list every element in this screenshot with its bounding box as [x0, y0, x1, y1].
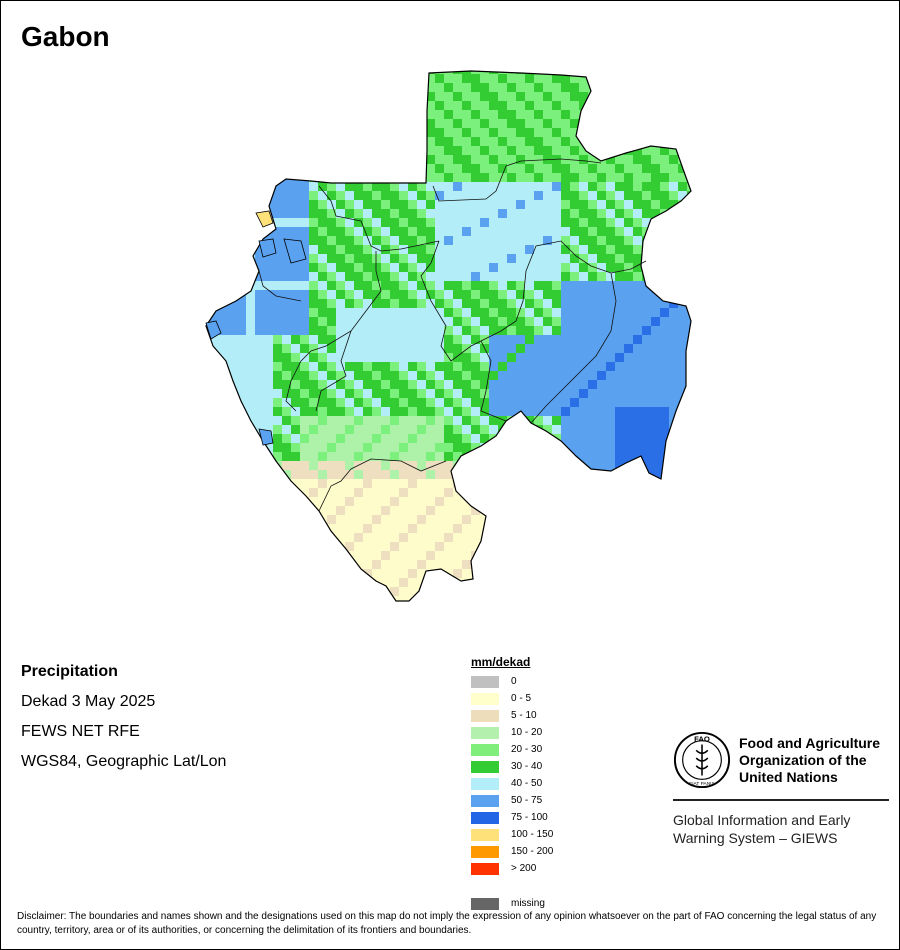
legend-label: 0 - 5	[511, 693, 532, 704]
legend-label-missing: missing	[511, 898, 545, 909]
fao-name-line-2: Organization of the	[739, 751, 867, 768]
legend-label: 75 - 100	[511, 812, 548, 823]
legend-swatch	[471, 794, 499, 807]
legend-label: 40 - 50	[511, 778, 543, 789]
fao-logo-icon: FAO FIAT PANIS	[673, 731, 731, 789]
legend-swatch	[471, 675, 499, 688]
legend-swatch	[471, 828, 499, 841]
legend-swatch	[471, 811, 499, 824]
fao-name: Food and Agriculture Organization of the…	[739, 735, 880, 786]
legend-item: 0 - 5	[471, 690, 553, 707]
legend-label: 50 - 75	[511, 795, 543, 806]
legend-label: 20 - 30	[511, 744, 543, 755]
info-period: Dekad 3 May 2025	[21, 693, 156, 710]
precip-raster	[206, 71, 691, 601]
giews-line-1: Global Information and Early	[673, 812, 851, 828]
legend-swatch	[471, 845, 499, 858]
legend-label: 100 - 150	[511, 829, 554, 840]
legend-item: 30 - 40	[471, 758, 553, 775]
legend-title: mm/dekad	[471, 655, 531, 669]
legend-swatch-missing	[471, 897, 499, 910]
legend-swatch	[471, 777, 499, 790]
legend-swatch	[471, 743, 499, 756]
legend-item: 5 - 10	[471, 707, 553, 724]
legend-item: 50 - 75	[471, 792, 553, 809]
legend-swatch	[471, 726, 499, 739]
legend-item: 10 - 20	[471, 724, 553, 741]
coastal-islands	[205, 210, 307, 446]
legend-item: 40 - 50	[471, 775, 553, 792]
legend-item: 150 - 200	[471, 843, 553, 860]
giews-line-2: Warning System – GIEWS	[673, 830, 838, 846]
legend-item-missing: missing	[471, 895, 553, 912]
info-projection: WGS84, Geographic Lat/Lon	[21, 753, 227, 770]
legend-swatch	[471, 862, 499, 875]
legend-item: > 200	[471, 860, 553, 877]
legend-label: 150 - 200	[511, 846, 554, 857]
legend-item: 100 - 150	[471, 826, 553, 843]
province-boundaries	[258, 158, 647, 512]
map-area	[1, 1, 900, 641]
fao-divider	[673, 799, 889, 801]
legend-label: 10 - 20	[511, 727, 543, 738]
giews-name: Global Information and Early Warning Sys…	[673, 811, 889, 847]
legend-items: 0 0 - 5 5 - 10 10 - 20 20 - 30 30 - 40 40 - 50…	[471, 673, 553, 877]
legend-swatch	[471, 692, 499, 705]
legend-label: 0	[511, 676, 517, 687]
fao-logo-text: FAO	[694, 735, 710, 744]
gabon-precipitation-map	[205, 70, 692, 602]
fao-name-line-3: United Nations	[739, 768, 838, 785]
disclaimer: Disclaimer: The boundaries and names sho…	[17, 911, 877, 936]
legend-swatch	[471, 709, 499, 722]
fao-block: FAO FIAT PANIS Food and Agriculture Orga…	[673, 731, 889, 847]
legend-item: 0	[471, 673, 553, 690]
fao-name-line-1: Food and Agriculture	[739, 734, 881, 751]
map-info: Precipitation Dekad 3 May 2025 FEWS NET …	[21, 657, 226, 777]
legend-swatch	[471, 760, 499, 773]
legend-label: > 200	[511, 863, 537, 874]
info-source: FEWS NET RFE	[21, 723, 140, 740]
map-legend: mm/dekad 0 0 - 5 5 - 10 10 - 20 20 - 30 30 - …	[471, 655, 553, 912]
legend-label: 5 - 10	[511, 710, 537, 721]
legend-label: 30 - 40	[511, 761, 543, 772]
legend-item: 75 - 100	[471, 809, 553, 826]
legend-item: 20 - 30	[471, 741, 553, 758]
map-title: Gabon	[21, 21, 110, 52]
info-heading: Precipitation	[21, 663, 118, 680]
fao-logo-ring: FIAT PANIS	[689, 781, 715, 787]
